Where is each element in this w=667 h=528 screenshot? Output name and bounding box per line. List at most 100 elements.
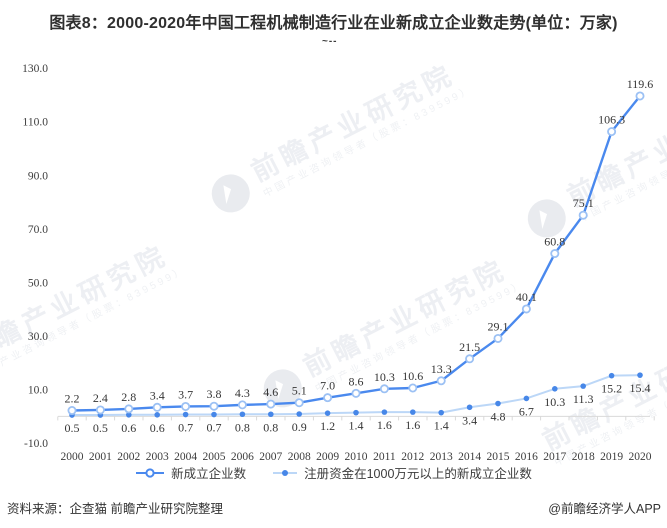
data-point-registered-capital xyxy=(296,411,303,417)
y-tick-label: 30.0 xyxy=(28,331,48,343)
y-tick-label: 130.0 xyxy=(22,63,48,75)
data-point-registered-capital xyxy=(410,409,416,415)
x-tick-label: 2010 xyxy=(345,451,368,463)
x-tick-label: 2017 xyxy=(543,451,566,463)
data-label-new-companies: 3.4 xyxy=(150,388,165,402)
data-point-new-companies xyxy=(124,404,134,414)
data-point-registered-capital xyxy=(381,409,388,415)
x-tick-label: 2019 xyxy=(600,451,623,463)
y-tick-label: 10.0 xyxy=(28,385,48,397)
y-tick-label: 90.0 xyxy=(28,170,48,182)
chart-legend: 新成立企业数 注册资金在1000万元以上的新成立企业数 xyxy=(0,463,667,482)
data-point-registered-capital xyxy=(324,410,331,416)
x-tick-label: 2002 xyxy=(117,451,140,463)
data-point-new-companies xyxy=(95,405,105,415)
data-point-registered-capital xyxy=(239,411,246,418)
y-tick-label: 110.0 xyxy=(23,117,49,129)
data-label-new-companies: 13.3 xyxy=(431,362,452,376)
data-label-registered-capital: 4.8 xyxy=(491,410,506,424)
data-point-new-companies xyxy=(237,400,247,410)
data-point-registered-capital xyxy=(211,411,217,418)
data-label-registered-capital: 6.7 xyxy=(519,404,534,418)
data-label-registered-capital: 0.8 xyxy=(263,420,278,434)
data-label-new-companies: 40.1 xyxy=(516,290,537,304)
x-tick-label: 2001 xyxy=(89,451,112,463)
data-label-new-companies: 21.5 xyxy=(459,340,480,354)
data-label-new-companies: 3.8 xyxy=(207,387,222,401)
data-label-new-companies: 75.1 xyxy=(573,196,594,210)
data-label-registered-capital: 11.3 xyxy=(573,392,594,406)
data-label-new-companies: 2.2 xyxy=(65,392,80,406)
data-label-new-companies: 119.6 xyxy=(627,77,654,91)
data-point-new-companies xyxy=(379,384,389,394)
data-label-new-companies: 29.1 xyxy=(488,319,509,333)
data-label-registered-capital: 1.6 xyxy=(405,418,420,432)
page-title: 图表8：2000-2020年中国工程机械制造行业在业新成立企业数走势(单位：万家… xyxy=(49,15,618,32)
credit-note: @前瞻经济学人APP xyxy=(548,502,661,516)
data-point-registered-capital xyxy=(268,411,274,418)
data-label-new-companies: 10.3 xyxy=(374,370,395,384)
legend-line-circle-icon xyxy=(136,467,165,478)
legend-item-registered-capital: 注册资金在1000万元以上的新成立企业数 xyxy=(272,463,532,482)
data-point-new-companies xyxy=(465,354,475,364)
x-tick-label: 2004 xyxy=(174,451,197,463)
x-tick-label: 2009 xyxy=(316,451,339,463)
data-label-registered-capital: 0.5 xyxy=(93,421,108,435)
x-tick-label: 2012 xyxy=(401,451,424,463)
x-tick-label: 2000 xyxy=(61,451,84,463)
data-point-new-companies xyxy=(294,398,304,408)
legend-label: 新成立企业数 xyxy=(171,467,247,481)
data-label-new-companies: 8.6 xyxy=(349,374,364,388)
data-point-new-companies xyxy=(351,388,361,398)
data-point-new-companies xyxy=(635,91,645,101)
data-point-new-companies xyxy=(209,401,219,411)
data-point-new-companies xyxy=(436,376,446,386)
data-label-new-companies: 106.3 xyxy=(598,113,625,127)
data-label-registered-capital: 1.2 xyxy=(320,419,335,433)
data-point-registered-capital xyxy=(495,400,501,407)
x-tick-label: 2003 xyxy=(146,451,169,463)
data-label-new-companies: 5.1 xyxy=(292,384,307,398)
data-point-new-companies xyxy=(181,401,191,411)
x-tick-label: 2014 xyxy=(458,451,481,463)
data-label-registered-capital: 3.4 xyxy=(462,413,477,427)
data-point-registered-capital xyxy=(154,411,160,418)
data-point-registered-capital xyxy=(126,411,132,418)
data-point-new-companies xyxy=(607,127,617,137)
data-label-registered-capital: 0.8 xyxy=(235,420,250,434)
data-point-new-companies xyxy=(152,402,162,412)
data-label-registered-capital: 0.7 xyxy=(178,421,193,435)
x-tick-label: 2005 xyxy=(203,451,226,463)
data-point-new-companies xyxy=(578,210,588,220)
subtitle-mark: ~-- xyxy=(322,36,338,47)
data-label-registered-capital: 0.6 xyxy=(150,421,165,435)
data-point-new-companies xyxy=(323,393,333,403)
data-point-new-companies xyxy=(266,399,276,409)
data-label-registered-capital: 15.4 xyxy=(630,381,651,395)
x-tick-label: 2008 xyxy=(288,451,311,463)
data-point-registered-capital xyxy=(466,404,473,411)
data-point-registered-capital xyxy=(552,386,558,392)
source-note: 资料来源：企查猫 前瞻产业研究院整理 xyxy=(7,502,223,516)
data-label-registered-capital: 1.4 xyxy=(434,419,449,433)
legend-line-dot-icon xyxy=(273,469,298,476)
data-label-registered-capital: 0.9 xyxy=(292,420,307,434)
data-point-registered-capital xyxy=(580,383,586,389)
data-label-registered-capital: 0.7 xyxy=(207,421,222,435)
data-point-new-companies xyxy=(408,383,418,393)
data-label-new-companies: 7.0 xyxy=(320,379,335,393)
data-label-new-companies: 3.7 xyxy=(178,387,193,401)
data-point-registered-capital xyxy=(608,372,615,379)
legend-label: 注册资金在1000万元以上的新成立企业数 xyxy=(304,467,532,481)
x-tick-label: 2016 xyxy=(515,451,538,463)
data-point-new-companies xyxy=(550,249,560,259)
data-label-registered-capital: 15.2 xyxy=(601,382,622,396)
x-tick-label: 2011 xyxy=(373,451,396,463)
data-label-new-companies: 60.8 xyxy=(544,235,565,249)
data-point-registered-capital xyxy=(182,411,189,418)
y-tick-label: -10.0 xyxy=(24,438,48,450)
data-point-new-companies xyxy=(493,333,503,343)
data-point-registered-capital xyxy=(353,409,359,416)
